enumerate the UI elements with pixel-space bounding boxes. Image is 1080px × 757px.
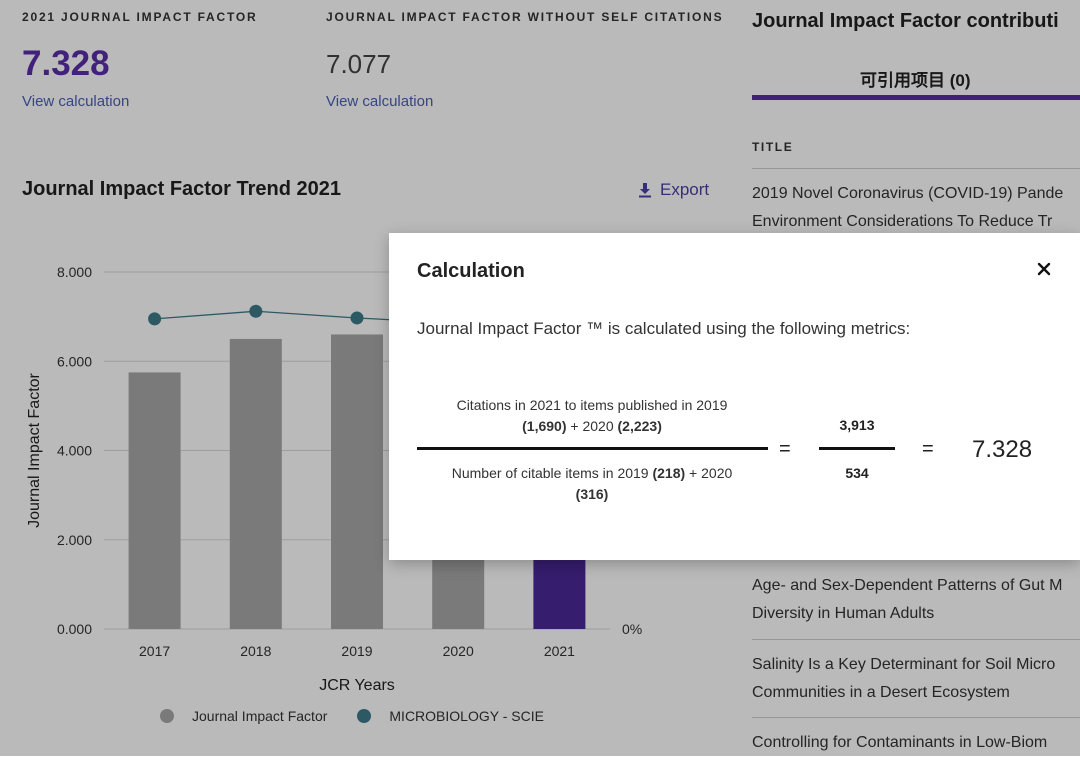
legend-label-jif: Journal Impact Factor [192,708,328,724]
denominator-text: Number of citable items in 2019 [451,465,653,481]
denominator-2020: (316) [575,486,609,502]
close-icon[interactable] [1034,259,1054,279]
y2-tick-label: 0% [622,621,642,637]
legend-label-category: MICROBIOLOGY - SCIE [389,708,544,724]
category-point-2017 [148,312,162,326]
chart-legend: Journal Impact Factor MICROBIOLOGY - SCI… [160,708,574,724]
trend-title: Journal Impact Factor Trend 2021 [22,178,341,200]
list-item-line2: Communities in a Desert Ecosystem [752,684,1010,701]
jif-no-self-label: JOURNAL IMPACT FACTOR WITHOUT SELF CITAT… [326,10,724,24]
formula-numerator: Citations in 2021 to items published in … [417,395,767,437]
category-point-2019 [350,311,364,325]
numerator-values: (1,690) + 2020 (2,223) [417,416,767,437]
list-item-line2: Environment Considerations To Reduce Tr [752,213,1053,230]
list-item-line1: Controlling for Contaminants in Low-Biom [752,734,1048,751]
legend-item-jif[interactable]: Journal Impact Factor [160,708,327,724]
denominator-line2: (316) [417,484,767,505]
y-tick-label: 4.000 [57,443,92,459]
row-divider [752,639,1080,640]
export-button[interactable]: Export [638,180,709,200]
x-tick-label: 2018 [240,643,271,659]
numerator-2019: (1,690) [522,418,567,434]
formula-denominator: Number of citable items in 2019 (218) + … [417,463,767,505]
total-items: 534 [845,465,869,481]
category-point-2018 [249,304,263,318]
jif-value: 7.328 [22,44,110,83]
list-item[interactable]: Controlling for Contaminants in Low-Biom [752,729,1080,757]
list-item[interactable]: Age- and Sex-Dependent Patterns of Gut M… [752,572,1080,628]
x-tick-label: 2017 [139,643,170,659]
total-citations: 3,913 [839,417,875,433]
legend-item-category[interactable]: MICROBIOLOGY - SCIE [357,708,544,724]
list-item-line2: Diversity in Human Adults [752,605,935,622]
y-tick-label: 8.000 [57,264,92,280]
row-divider [752,168,1080,169]
numerator-mid: + 2020 [566,418,618,434]
jif-no-self-view-calculation-link[interactable]: View calculation [326,93,434,110]
list-item-line1: 2019 Novel Coronavirus (COVID-19) Pande [752,185,1064,202]
x-tick-label: 2021 [544,643,575,659]
legend-swatch-category [357,709,372,723]
equals-sign: = [922,438,934,460]
list-item-line1: Salinity Is a Key Determinant for Soil M… [752,656,1056,673]
list-item[interactable]: 2019 Novel Coronavirus (COVID-19) Pande … [752,180,1080,236]
denominator-2019: (218) [652,465,686,481]
jif-view-calculation-link[interactable]: View calculation [22,93,130,110]
dialog-title: Calculation [417,260,525,282]
jif-no-self-metric: JOURNAL IMPACT FACTOR WITHOUT SELF CITAT… [326,10,723,82]
y-tick-label: 2.000 [57,532,92,548]
legend-swatch-jif [160,709,174,723]
export-label: Export [660,180,710,199]
active-tab-indicator [752,95,1080,100]
x-tick-label: 2019 [341,643,372,659]
equals-sign: = [779,438,791,460]
calculation-dialog: Calculation Journal Impact Factor ™ is c… [389,233,1080,560]
jif-label: 2021 JOURNAL IMPACT FACTOR [22,10,258,24]
row-divider [752,717,1080,718]
y-axis-label: Journal Impact Factor [26,372,43,527]
y-tick-label: 0.000 [57,621,92,637]
fraction-line [819,447,895,450]
fraction-line [417,447,768,450]
denominator-line1: Number of citable items in 2019 (218) + … [417,463,767,484]
contributing-items-title: Journal Impact Factor contributi [752,10,1059,32]
numerator-2020: (2,223) [617,418,662,434]
numerator-text: Citations in 2021 to items published in … [456,397,728,413]
bar-2017 [128,372,181,629]
calculation-result: 7.328 [972,436,1033,463]
denominator-mid: + 2020 [685,465,733,481]
jif-metric: 2021 JOURNAL IMPACT FACTOR 7.328 [22,10,258,82]
x-axis-label: JCR Years [319,677,395,694]
list-item-line1: Age- and Sex-Dependent Patterns of Gut M [752,577,1063,594]
download-icon [639,183,651,198]
bar-2018 [229,338,282,629]
bar-2019 [331,334,383,629]
list-item[interactable]: Salinity Is a Key Determinant for Soil M… [752,651,1080,707]
y-tick-label: 6.000 [57,353,92,369]
jif-no-self-value: 7.077 [326,49,392,79]
x-tick-label: 2020 [443,643,474,659]
tab-citable-items[interactable]: 可引用项目 (0) [860,71,971,90]
dialog-description: Journal Impact Factor ™ is calculated us… [417,319,911,338]
title-column-header: TITLE [752,140,794,154]
